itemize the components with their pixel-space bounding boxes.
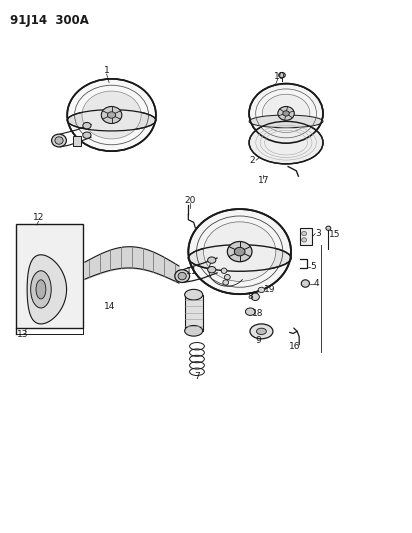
Ellipse shape	[234, 247, 245, 256]
Ellipse shape	[30, 271, 51, 308]
Ellipse shape	[188, 209, 291, 294]
Ellipse shape	[251, 293, 260, 301]
Ellipse shape	[108, 112, 116, 118]
Text: 15: 15	[329, 230, 341, 239]
Text: 17: 17	[258, 176, 269, 185]
Ellipse shape	[258, 287, 265, 293]
Ellipse shape	[204, 222, 276, 281]
Ellipse shape	[302, 238, 307, 242]
Ellipse shape	[225, 274, 230, 280]
Text: 3: 3	[315, 229, 321, 238]
Ellipse shape	[185, 326, 203, 336]
Text: 2: 2	[250, 156, 255, 165]
Text: 18: 18	[252, 309, 264, 318]
Ellipse shape	[175, 270, 190, 282]
Ellipse shape	[227, 241, 252, 262]
Ellipse shape	[257, 328, 267, 335]
Ellipse shape	[67, 110, 156, 131]
Text: 13: 13	[17, 329, 28, 338]
Ellipse shape	[221, 268, 227, 273]
Text: 9: 9	[255, 336, 261, 345]
Ellipse shape	[249, 115, 323, 128]
Ellipse shape	[208, 257, 216, 263]
Ellipse shape	[246, 308, 255, 316]
Ellipse shape	[67, 79, 156, 151]
Ellipse shape	[250, 324, 273, 339]
Ellipse shape	[178, 272, 186, 280]
Text: 4: 4	[313, 279, 319, 288]
Ellipse shape	[36, 280, 46, 299]
Text: 7: 7	[194, 372, 200, 381]
Ellipse shape	[302, 231, 307, 236]
Text: 16: 16	[288, 342, 300, 351]
Ellipse shape	[188, 245, 291, 271]
Ellipse shape	[262, 94, 310, 133]
Ellipse shape	[279, 72, 285, 78]
Text: 1: 1	[104, 67, 110, 75]
Text: 10: 10	[274, 71, 286, 80]
Ellipse shape	[223, 280, 229, 285]
Ellipse shape	[82, 91, 141, 139]
Bar	[16, 224, 83, 328]
Ellipse shape	[301, 280, 309, 287]
Text: 19: 19	[264, 285, 275, 294]
Text: 5: 5	[310, 262, 316, 271]
Text: 8: 8	[248, 292, 253, 301]
Ellipse shape	[326, 226, 331, 230]
Ellipse shape	[55, 137, 63, 144]
Ellipse shape	[52, 134, 66, 147]
Text: 91J14  300A: 91J14 300A	[10, 14, 89, 27]
Ellipse shape	[283, 111, 289, 116]
Ellipse shape	[249, 84, 323, 143]
Ellipse shape	[83, 132, 91, 139]
Text: 11: 11	[185, 268, 197, 276]
Ellipse shape	[101, 107, 122, 124]
Text: 14: 14	[104, 302, 115, 311]
Bar	[185, 295, 203, 331]
Text: 20: 20	[185, 196, 196, 205]
Ellipse shape	[185, 289, 203, 300]
Bar	[73, 136, 81, 146]
Ellipse shape	[249, 122, 323, 164]
Ellipse shape	[83, 123, 91, 129]
Polygon shape	[27, 255, 67, 324]
Ellipse shape	[208, 266, 216, 273]
Bar	[300, 228, 312, 245]
Ellipse shape	[278, 107, 294, 120]
Text: 12: 12	[33, 213, 44, 222]
